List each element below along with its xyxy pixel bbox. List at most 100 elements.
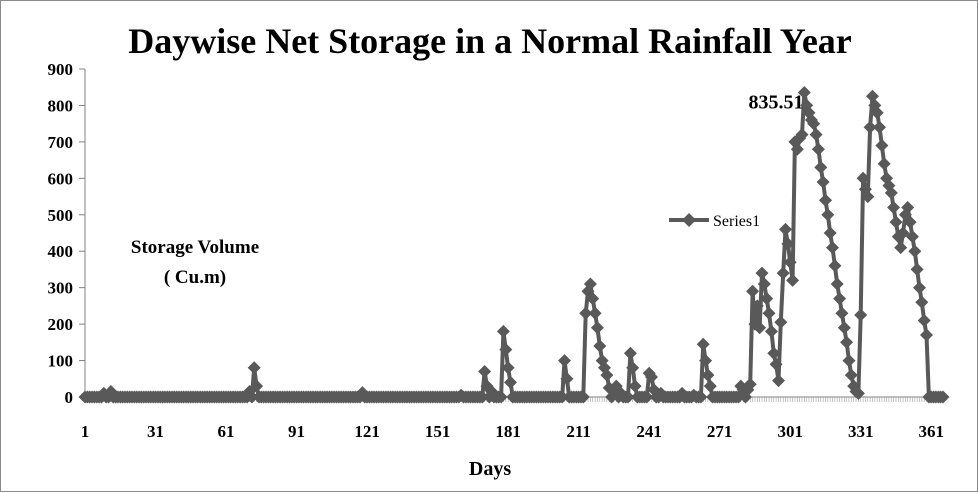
data-point	[877, 157, 891, 171]
data-point	[807, 117, 821, 131]
data-point	[755, 266, 769, 280]
data-point	[628, 379, 642, 393]
data-point	[590, 321, 604, 335]
y-tick-label: 700	[48, 133, 74, 152]
data-point	[790, 142, 804, 156]
data-point	[783, 255, 797, 269]
data-point	[786, 273, 800, 287]
data-point	[819, 193, 832, 207]
data-point	[837, 321, 851, 335]
data-point	[640, 390, 654, 404]
data-point	[894, 241, 908, 255]
data-point	[936, 390, 950, 404]
data-point	[866, 89, 879, 103]
data-point	[753, 321, 767, 335]
data-point	[699, 354, 713, 368]
data-point	[920, 328, 933, 342]
data-point	[593, 339, 607, 353]
data-point	[475, 390, 489, 404]
data-point	[560, 372, 574, 386]
data-point	[896, 226, 910, 240]
data-point	[795, 128, 809, 142]
data-point	[701, 368, 715, 382]
data-point	[887, 201, 901, 214]
x-tick-label: 91	[288, 422, 305, 441]
data-point	[588, 306, 602, 320]
data-point	[600, 368, 614, 382]
data-point	[779, 222, 792, 236]
peak-annotation: 835.51	[748, 92, 803, 114]
legend-label: Series1	[713, 213, 760, 230]
data-point	[901, 201, 915, 214]
x-tick-label: 31	[147, 422, 164, 441]
x-tick-label: 301	[777, 422, 803, 441]
data-point	[851, 386, 865, 400]
y-axis-label-line-2: ( Cu.m)	[164, 267, 226, 288]
data-point	[828, 259, 842, 273]
series-group	[78, 86, 950, 404]
x-tick-label: 61	[218, 422, 235, 441]
data-point	[774, 315, 788, 329]
data-point	[558, 354, 571, 368]
data-point	[750, 299, 764, 313]
y-tick-label: 600	[48, 169, 74, 188]
y-tick-label: 300	[48, 279, 74, 298]
data-point	[776, 266, 790, 280]
data-point	[501, 361, 515, 375]
data-point	[835, 306, 849, 320]
data-point	[757, 277, 771, 291]
data-point	[494, 390, 508, 404]
legend-marker	[682, 213, 696, 227]
y-tick-label: 400	[48, 242, 74, 261]
x-tick-label: 181	[495, 422, 521, 441]
data-point	[478, 365, 492, 378]
data-point	[762, 306, 776, 320]
data-point	[696, 337, 710, 351]
data-point	[873, 120, 886, 134]
data-point	[247, 361, 261, 375]
data-point	[767, 346, 781, 360]
x-tick-label: 361	[918, 422, 944, 441]
data-point	[499, 343, 513, 357]
data-point	[915, 295, 929, 309]
data-point	[826, 241, 839, 255]
data-point	[586, 292, 600, 306]
data-point	[908, 244, 922, 258]
y-tick-label: 900	[48, 60, 74, 79]
data-point	[769, 357, 783, 371]
data-point	[903, 215, 917, 229]
data-point	[809, 128, 823, 142]
data-point	[905, 230, 919, 244]
data-point	[840, 335, 854, 349]
y-tick-label: 200	[48, 315, 74, 334]
data-point	[910, 262, 924, 276]
data-point	[842, 354, 856, 368]
data-point	[856, 171, 870, 185]
data-point	[772, 374, 785, 388]
data-point	[833, 292, 847, 306]
data-point	[623, 346, 637, 360]
data-point	[579, 306, 593, 320]
data-point	[870, 106, 884, 120]
data-point	[844, 368, 858, 382]
y-tick-label: 100	[48, 352, 74, 371]
data-point	[889, 215, 903, 229]
y-tick-label: 0	[65, 388, 74, 407]
legend: Series1	[669, 213, 760, 230]
data-point	[703, 379, 717, 393]
data-point	[875, 139, 889, 152]
x-tick-label: 331	[848, 422, 874, 441]
data-point	[814, 160, 828, 174]
data-point	[861, 190, 875, 204]
data-point	[917, 314, 931, 327]
data-point	[555, 390, 569, 404]
data-point	[645, 370, 658, 384]
data-point	[583, 277, 597, 291]
data-point	[781, 237, 795, 251]
y-ticks: 0 100 200 300 400 500 600 700 800 900	[48, 60, 85, 407]
data-point	[245, 390, 259, 404]
data-point	[821, 208, 835, 222]
data-point	[626, 361, 640, 375]
